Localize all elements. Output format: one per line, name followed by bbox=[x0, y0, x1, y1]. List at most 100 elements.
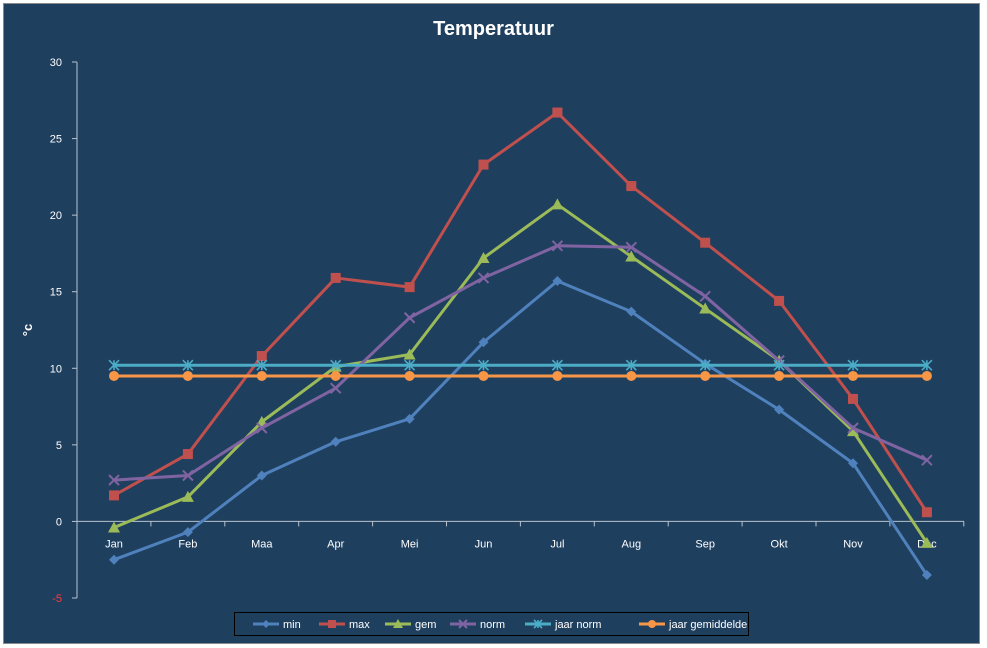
data-point-jaar-norm bbox=[773, 359, 785, 371]
series-max bbox=[109, 107, 932, 518]
data-point-max bbox=[404, 282, 415, 293]
data-point-norm bbox=[699, 290, 711, 303]
data-point-jaar-gemiddelde bbox=[478, 370, 489, 381]
x-tick-label: Jan bbox=[105, 538, 123, 550]
data-point-min bbox=[921, 570, 932, 581]
x-tick-label: Mei bbox=[401, 538, 419, 550]
legend-marker-gem bbox=[393, 619, 403, 628]
x-tick-label: Aug bbox=[622, 538, 642, 550]
series-line-gem bbox=[113, 202, 929, 544]
y-tick-label: 5 bbox=[56, 440, 62, 452]
data-point-norm bbox=[477, 272, 490, 284]
data-point-gem bbox=[847, 425, 859, 437]
data-point-norm bbox=[625, 241, 638, 254]
y-tick-label: -5 bbox=[52, 593, 62, 605]
data-point-min bbox=[330, 436, 341, 447]
data-point-norm bbox=[921, 454, 933, 466]
data-point-jaar-gemiddelde bbox=[404, 370, 415, 381]
legend-marker-min bbox=[262, 620, 270, 628]
data-point-jaar-norm bbox=[551, 359, 563, 371]
data-point-jaar-gemiddelde bbox=[330, 370, 341, 381]
data-point-min bbox=[182, 527, 193, 538]
data-point-jaar-norm bbox=[847, 359, 859, 371]
data-point-max bbox=[921, 507, 932, 518]
data-point-min bbox=[552, 275, 563, 286]
chart-area bbox=[3, 3, 980, 644]
data-point-min bbox=[478, 337, 489, 348]
data-point-jaar-norm bbox=[921, 359, 933, 371]
data-point-gem bbox=[477, 252, 490, 264]
data-point-min bbox=[109, 554, 119, 565]
series-line-max bbox=[113, 111, 929, 514]
data-point-jaar-norm bbox=[699, 359, 711, 371]
data-point-max bbox=[774, 295, 785, 306]
chart-title: Temperatuur bbox=[433, 18, 554, 40]
data-point-jaar-gemiddelde bbox=[109, 370, 119, 381]
data-point-max bbox=[700, 237, 711, 248]
data-point-jaar-gemiddelde bbox=[921, 370, 932, 381]
data-point-norm bbox=[329, 382, 342, 394]
data-point-norm bbox=[108, 474, 120, 486]
x-tick-label: Sep bbox=[695, 538, 715, 550]
legend-label-jaar-norm: jaar norm bbox=[554, 619, 601, 631]
data-point-gem bbox=[551, 198, 564, 210]
data-point-min bbox=[626, 306, 637, 317]
y-tick-label: 0 bbox=[56, 516, 62, 528]
y-axis-title: °c bbox=[20, 324, 35, 336]
data-point-max bbox=[109, 490, 119, 501]
data-point-jaar-norm bbox=[330, 359, 342, 371]
x-tick-label: Okt bbox=[771, 538, 788, 550]
series-min bbox=[109, 275, 932, 581]
data-point-norm bbox=[182, 469, 194, 482]
series-norm bbox=[108, 240, 933, 486]
series-line-norm bbox=[113, 244, 928, 482]
legend-label-jaar-gemiddelde: jaar gemiddelde bbox=[668, 619, 747, 631]
data-point-norm bbox=[256, 422, 268, 434]
legend-marker-jaar-norm bbox=[533, 619, 543, 629]
data-point-min bbox=[256, 470, 267, 481]
legend-marker-jaar-gemiddelde bbox=[648, 620, 656, 628]
data-point-min bbox=[404, 413, 415, 424]
series-gem bbox=[108, 198, 933, 548]
legend-item-min: min bbox=[253, 619, 301, 631]
data-point-gem bbox=[108, 521, 120, 533]
data-point-jaar-norm bbox=[256, 359, 268, 371]
data-point-max bbox=[848, 393, 858, 404]
data-point-gem bbox=[403, 348, 416, 360]
data-point-gem bbox=[625, 250, 638, 262]
series-jaar-norm bbox=[108, 359, 933, 371]
data-point-jaar-norm bbox=[404, 359, 416, 371]
data-point-max bbox=[182, 449, 193, 460]
legend-label-max: max bbox=[349, 619, 370, 631]
y-tick-label: 15 bbox=[50, 287, 62, 299]
legend-marker-max bbox=[328, 620, 336, 628]
x-tick-label: Jul bbox=[550, 538, 564, 550]
series-jaar-gemiddelde bbox=[109, 370, 932, 381]
data-point-jaar-gemiddelde bbox=[182, 370, 193, 381]
data-point-jaar-gemiddelde bbox=[700, 370, 711, 381]
data-point-min bbox=[848, 458, 858, 469]
y-tick-label: 25 bbox=[50, 134, 62, 146]
y-tick-label: 20 bbox=[50, 210, 62, 222]
legend-items: min max gem norm jaar norm jaar gemiddelde bbox=[253, 619, 747, 631]
data-point-jaar-gemiddelde bbox=[848, 370, 858, 381]
x-tick-label: Maa bbox=[251, 538, 273, 550]
y-tick-label: 10 bbox=[50, 363, 62, 375]
legend-item-jaar-norm: jaar norm bbox=[525, 619, 601, 631]
data-point-jaar-gemiddelde bbox=[626, 370, 637, 381]
data-point-max bbox=[256, 351, 267, 362]
data-point-jaar-norm bbox=[108, 359, 120, 371]
data-point-norm bbox=[847, 422, 859, 434]
data-point-norm bbox=[403, 312, 416, 324]
legend: min max gem norm jaar norm jaar gemiddelde bbox=[234, 612, 749, 636]
data-point-gem bbox=[181, 490, 194, 502]
data-point-gem bbox=[920, 536, 933, 548]
data-point-max bbox=[478, 159, 489, 170]
legend-item-jaar-gemiddelde: jaar gemiddelde bbox=[639, 619, 747, 631]
series-line-min bbox=[113, 279, 929, 576]
data-point-min bbox=[774, 404, 785, 415]
data-point-max bbox=[330, 272, 341, 283]
data-point-jaar-gemiddelde bbox=[774, 370, 785, 381]
legend-label-min: min bbox=[283, 619, 301, 631]
